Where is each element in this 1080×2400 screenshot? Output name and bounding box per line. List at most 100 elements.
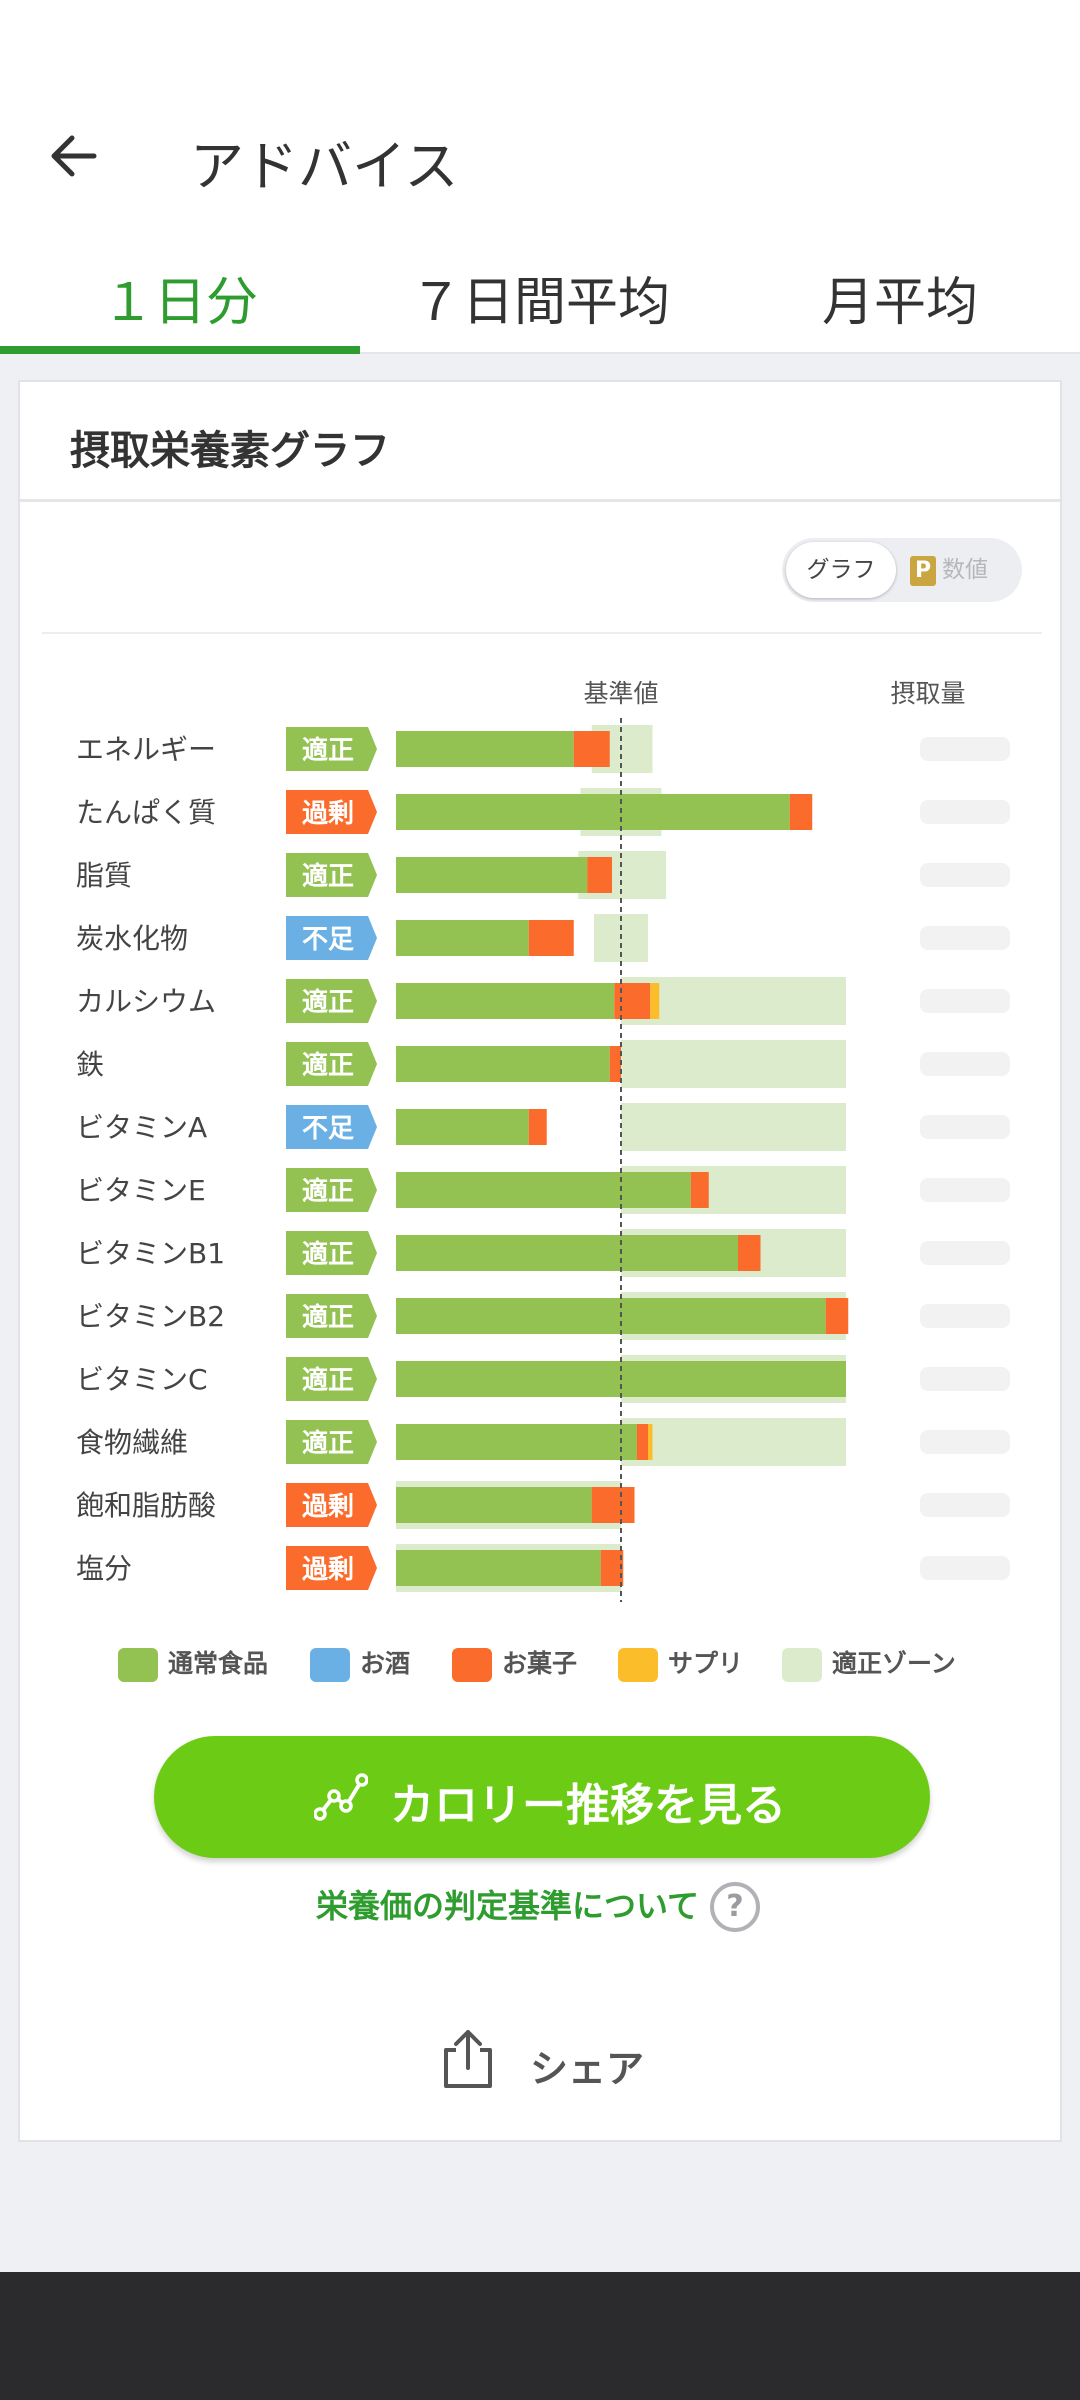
page-title: アドバイス xyxy=(190,135,459,198)
toggle-numeric-option[interactable]: P 数値 xyxy=(910,538,988,602)
intake-header: 摂取量 xyxy=(890,679,965,708)
judgement-badge xyxy=(286,1231,377,1275)
intake-bar-segment xyxy=(690,1172,709,1208)
judgement-label: 適正 xyxy=(302,987,354,1018)
nutrient-graph-card: 摂取栄養素グラフ グラフ P 数値 基準値 摂取量 エネルギー 適正 たんぱく質 過剰 脂質適… xyxy=(18,380,1062,2142)
judgement-label: 適正 xyxy=(302,1050,354,1081)
intake-bar-segment xyxy=(600,1550,624,1586)
legend-item: 適正ゾーン xyxy=(782,1646,956,1686)
intake-value-blurred xyxy=(920,800,1010,824)
intake-value-blurred xyxy=(920,737,1010,761)
toggle-graph-option[interactable]: グラフ xyxy=(786,542,896,598)
app-bar: アドバイス xyxy=(0,0,1080,236)
judgement-badge xyxy=(286,790,377,834)
judgement-badge xyxy=(286,1546,377,1590)
judgement-label: 適正 xyxy=(302,1302,354,1333)
tab-one-day[interactable]: １日分 xyxy=(101,273,258,333)
tab-monthly-average[interactable]: 月平均 xyxy=(821,273,978,333)
intake-value-blurred xyxy=(920,1052,1010,1076)
intake-value-blurred xyxy=(920,1304,1010,1328)
nutrient-label: 飽和脂肪酸 xyxy=(76,1489,216,1522)
nutrient-label: ビタミンB2 xyxy=(76,1300,225,1333)
nutrient-label: カルシウム xyxy=(76,985,216,1018)
intake-value-blurred xyxy=(920,1115,1010,1139)
intake-value-blurred xyxy=(920,989,1010,1013)
intake-bar-segment xyxy=(591,1487,635,1523)
judgement-badge xyxy=(286,727,377,771)
judgement-badge xyxy=(286,1168,377,1212)
share-icon xyxy=(444,2030,492,2088)
zone-band xyxy=(621,1418,846,1466)
system-navigation-bar xyxy=(0,2272,1080,2400)
intake-bar-segment xyxy=(636,1424,648,1460)
view-mode-toggle[interactable]: グラフ P 数値 xyxy=(782,538,1022,602)
judgement-label: 不足 xyxy=(302,925,354,955)
intake-bar-segment xyxy=(528,920,574,956)
legend-swatch xyxy=(310,1648,350,1682)
share-button[interactable]: シェア xyxy=(440,2028,660,2098)
intake-value-blurred xyxy=(920,1241,1010,1265)
legend-swatch xyxy=(118,1648,158,1682)
judgement-badge xyxy=(286,1294,377,1338)
judgement-label: 適正 xyxy=(302,1239,354,1270)
intake-bar-segment xyxy=(789,794,813,830)
intake-value-blurred xyxy=(920,1556,1010,1580)
divider xyxy=(42,632,1042,634)
judgement-criteria-link[interactable]: 栄養価の判定基準について xyxy=(316,1887,700,1925)
legend-label: お酒 xyxy=(360,1649,411,1678)
nutrient-label: ビタミンE xyxy=(76,1174,206,1207)
nutrient-label: ビタミンA xyxy=(76,1111,207,1144)
judgement-label: 過剰 xyxy=(302,799,354,829)
intake-value-blurred xyxy=(920,926,1010,950)
intake-bar-segment xyxy=(738,1235,761,1271)
intake-bar-segment xyxy=(825,1298,849,1334)
judgement-label: 過剰 xyxy=(302,1555,354,1585)
legend-item: お菓子 xyxy=(452,1646,577,1686)
intake-bar-segment xyxy=(396,1424,637,1460)
back-arrow-icon[interactable] xyxy=(44,126,104,186)
nutrient-label: エネルギー xyxy=(76,733,216,766)
judgement-badge xyxy=(286,1357,377,1401)
share-label: シェア xyxy=(530,2047,645,2091)
judgement-label: 適正 xyxy=(302,735,354,766)
help-icon[interactable]: ? xyxy=(710,1882,760,1932)
legend-label: 適正ゾーン xyxy=(832,1649,956,1678)
view-calorie-trend-button[interactable]: カロリー推移を見る xyxy=(154,1736,930,1858)
judgement-badge xyxy=(286,979,377,1023)
judgement-badge xyxy=(286,853,377,897)
legend-label: 通常食品 xyxy=(168,1649,269,1678)
intake-bar-segment xyxy=(396,1109,529,1145)
nutrient-label: 塩分 xyxy=(76,1552,132,1585)
legend-label: お菓子 xyxy=(502,1649,578,1678)
intake-bar-segment xyxy=(396,983,615,1019)
intake-bar-segment xyxy=(648,1424,653,1460)
intake-bar-segment xyxy=(396,1172,691,1208)
nutrient-label: 脂質 xyxy=(76,859,132,892)
legend-item: 通常食品 xyxy=(118,1646,268,1686)
zone-band xyxy=(621,1103,846,1151)
legend-swatch xyxy=(782,1648,822,1682)
tab-seven-day-average[interactable]: ７日間平均 xyxy=(409,273,670,333)
intake-bar-segment xyxy=(396,794,790,830)
intake-bar-segment xyxy=(396,857,588,893)
intake-bar-segment xyxy=(396,1487,592,1523)
intake-bar-segment xyxy=(396,1046,610,1082)
nutrient-label: たんぱく質 xyxy=(76,796,216,829)
chart-legend: 通常食品 お酒 お菓子 サプリ 適正ゾーン xyxy=(118,1646,978,1686)
intake-bar-segment xyxy=(396,920,529,956)
nutrient-label: ビタミンB1 xyxy=(76,1237,225,1270)
judgement-label: 適正 xyxy=(302,1428,354,1459)
intake-value-blurred xyxy=(920,1493,1010,1517)
intake-bar-segment xyxy=(573,731,610,767)
toggle-numeric-label: 数値 xyxy=(942,557,988,583)
legend-swatch xyxy=(618,1648,658,1682)
baseline-header: 基準値 xyxy=(583,679,658,708)
judgement-label: 適正 xyxy=(302,1365,354,1396)
judgement-badge xyxy=(286,1483,377,1527)
intake-value-blurred xyxy=(920,1178,1010,1202)
intake-bar-segment xyxy=(396,1235,738,1271)
legend-label: サプリ xyxy=(668,1649,744,1678)
legend-swatch xyxy=(452,1648,492,1682)
active-tab-indicator xyxy=(0,346,360,354)
